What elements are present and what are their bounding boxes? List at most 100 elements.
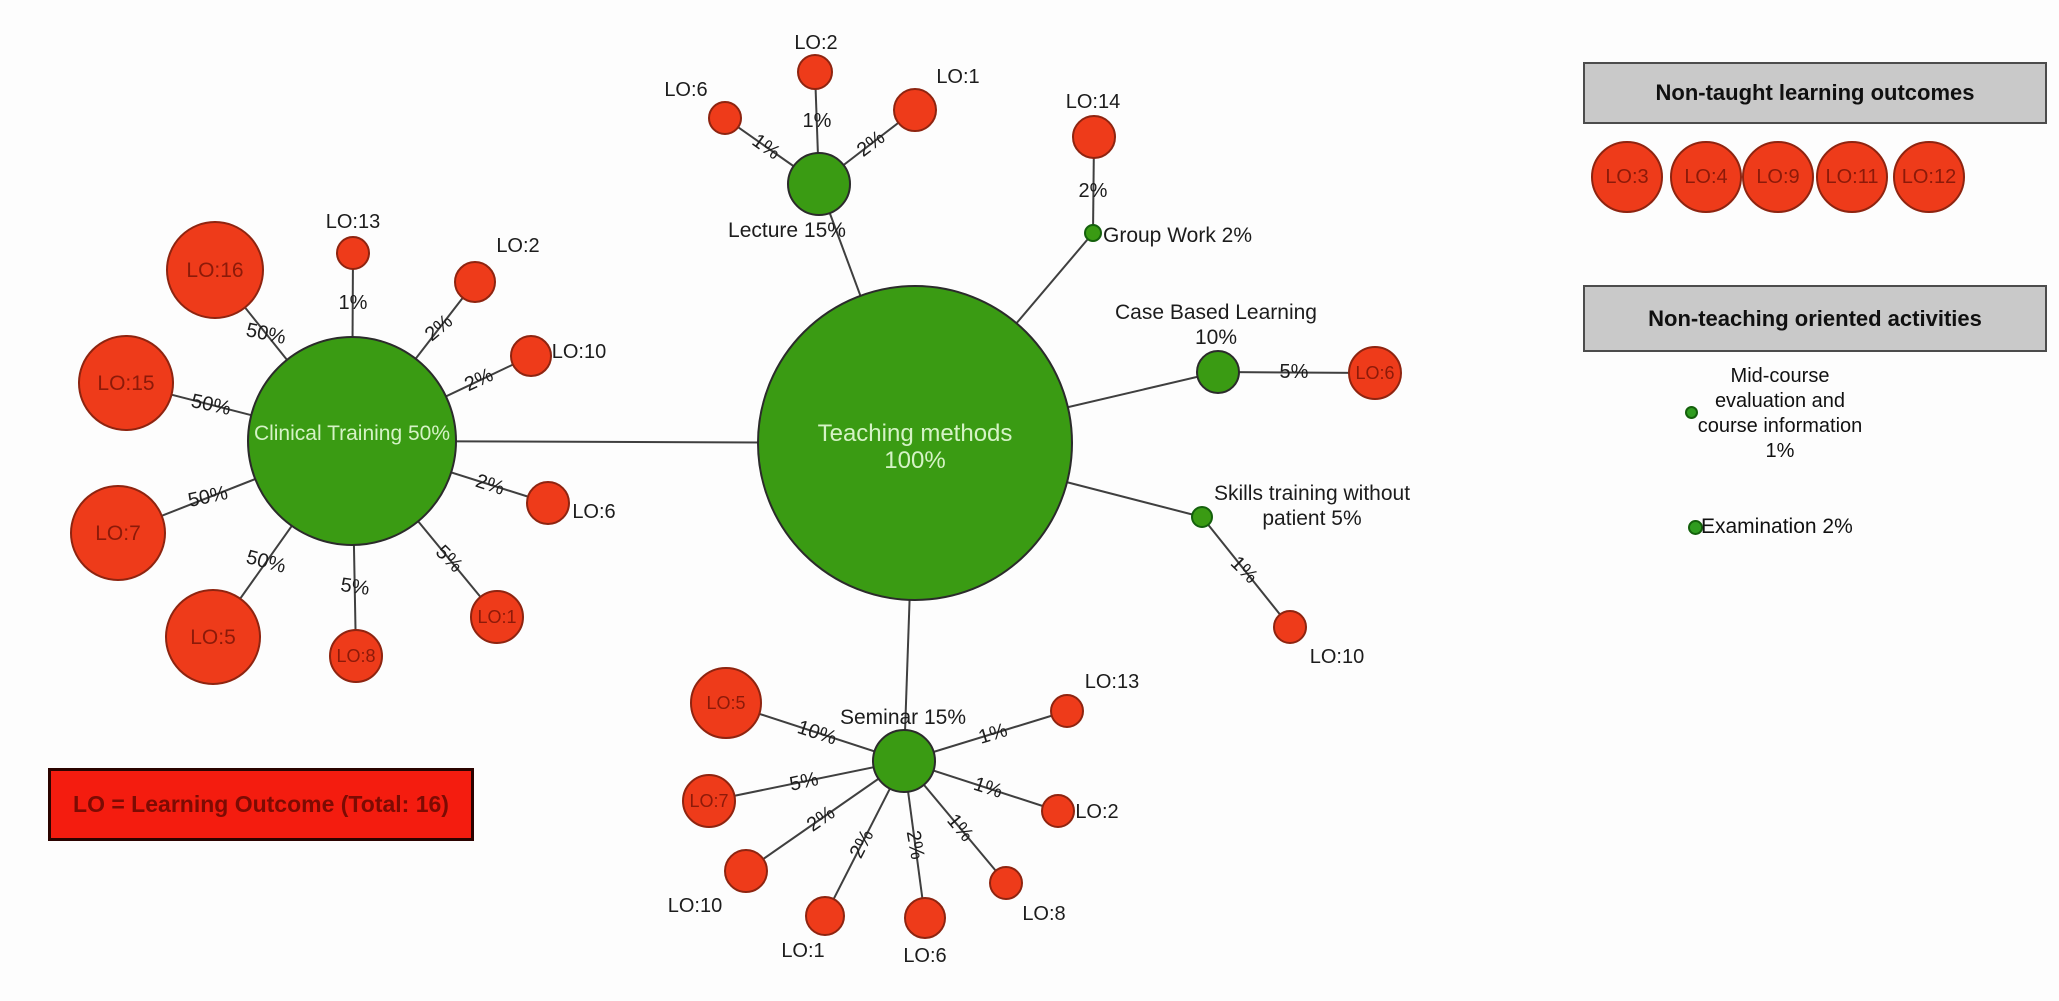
label-lecture-LO:1: LO:1 bbox=[936, 66, 979, 88]
edge-pct-label-case-based-learning-LO:6: 5% bbox=[1280, 361, 1309, 383]
node-group-work-LO:14 bbox=[1072, 115, 1116, 159]
label-seminar-LO:7: LO:7 bbox=[689, 791, 728, 811]
node-seminar-LO:6 bbox=[904, 897, 946, 939]
label-clinical-training-LO:8: LO:8 bbox=[336, 646, 375, 666]
label-clinical-training-LO:13: LO:13 bbox=[326, 211, 380, 233]
label-seminar-LO:6: LO:6 bbox=[903, 945, 946, 967]
node-lecture-LO:6 bbox=[708, 101, 742, 135]
node-seminar-LO:1 bbox=[805, 896, 845, 936]
edge-pct-label-clinical-training-LO:8: 5% bbox=[339, 574, 371, 600]
non-teaching-title: Non-teaching oriented activities bbox=[1648, 305, 1982, 331]
label-clinical-training-LO:2: LO:2 bbox=[496, 235, 539, 257]
mid-course-label: Mid-course evaluation and course informa… bbox=[1697, 365, 1863, 462]
edge-pct-label-seminar-LO:8: 1% bbox=[942, 810, 978, 846]
node-case-based-learning-LO:6 bbox=[1348, 346, 1402, 400]
label-skills-training-LO:10: LO:10 bbox=[1310, 646, 1364, 668]
edge-pct-label-clinical-training-LO:10: 2% bbox=[461, 364, 497, 396]
edge-seminar-LO:10 bbox=[745, 760, 905, 872]
edge-pct-label-seminar-LO:6: 2% bbox=[902, 829, 929, 862]
lo-chip-label: LO:11 bbox=[1825, 165, 1879, 188]
node-seminar-LO:2 bbox=[1041, 794, 1075, 828]
node-seminar-LO:10 bbox=[724, 849, 768, 893]
node-clinical-training-LO:2 bbox=[454, 261, 496, 303]
edge-pct-label-seminar-LO:7: 5% bbox=[788, 768, 821, 796]
label-clinical-training-LO:5: LO:5 bbox=[190, 626, 236, 649]
node-skills-training-LO:10 bbox=[1273, 610, 1307, 644]
node-lecture-LO:1 bbox=[893, 88, 937, 132]
edge-pct-label-seminar-LO:2: 1% bbox=[971, 773, 1005, 803]
label-teaching-methods: Teaching methods 100% bbox=[818, 420, 1013, 474]
label-clinical-training-LO:1: LO:1 bbox=[477, 607, 516, 627]
lo-legend-text: LO = Learning Outcome (Total: 16) bbox=[73, 791, 449, 817]
node-seminar-LO:13 bbox=[1050, 694, 1084, 728]
edge-pct-label-clinical-training-LO:7: 50% bbox=[186, 482, 230, 512]
node-skills-training bbox=[1191, 506, 1213, 528]
label-case-based-learning-LO:6: LO:6 bbox=[1355, 363, 1394, 383]
label-lecture: Lecture 15% bbox=[728, 219, 846, 242]
node-clinical-training bbox=[247, 336, 457, 546]
label-clinical-training-LO:7: LO:7 bbox=[95, 522, 141, 545]
node-clinical-training-LO:7 bbox=[70, 485, 166, 581]
edge-pct-label-lecture-LO:6: 1% bbox=[748, 130, 784, 165]
edge-pct-label-group-work-LO:14: 2% bbox=[1079, 180, 1108, 202]
node-group-work bbox=[1084, 224, 1102, 242]
lo-legend-box: LO = Learning Outcome (Total: 16) bbox=[48, 768, 474, 841]
node-clinical-training-LO:16 bbox=[166, 221, 264, 319]
lo-chip-label: LO:9 bbox=[1756, 165, 1800, 188]
nodes-layer bbox=[70, 54, 1402, 939]
node-case-based-learning bbox=[1196, 350, 1240, 394]
label-clinical-training-LO:6: LO:6 bbox=[572, 501, 615, 523]
edge-pct-label-clinical-training-LO:1: 5% bbox=[431, 541, 467, 577]
label-clinical-training-LO:15: LO:15 bbox=[97, 372, 154, 395]
label-seminar: Seminar 15% bbox=[840, 706, 966, 729]
label-skills-training: Skills training without patient 5% bbox=[1214, 482, 1410, 530]
label-seminar-LO:13: LO:13 bbox=[1085, 671, 1139, 693]
edge-pct-label-seminar-LO:10: 2% bbox=[803, 802, 839, 837]
label-group-work-LO:14: LO:14 bbox=[1066, 91, 1120, 113]
edge-pct-label-clinical-training-LO:13: 1% bbox=[339, 292, 368, 314]
non-taught-title: Non-taught learning outcomes bbox=[1655, 80, 1975, 105]
edge-skills-training-LO:10 bbox=[1201, 516, 1291, 628]
node-lecture bbox=[787, 152, 851, 216]
node-clinical-training-LO:10 bbox=[510, 335, 552, 377]
label-case-based-learning: Case Based Learning 10% bbox=[1115, 301, 1317, 349]
node-seminar-LO:7 bbox=[682, 774, 736, 828]
label-clinical-training-LO:10: LO:10 bbox=[552, 341, 606, 363]
edge-pct-label-seminar-LO:5: 10% bbox=[795, 716, 840, 749]
node-teaching-methods bbox=[757, 285, 1073, 601]
label-seminar-LO:2: LO:2 bbox=[1075, 801, 1118, 823]
lo-chip-label: LO:4 bbox=[1684, 165, 1728, 188]
edge-pct-label-clinical-training-LO:6: 2% bbox=[473, 470, 507, 500]
node-seminar-LO:8 bbox=[989, 866, 1023, 900]
label-seminar-LO:10: LO:10 bbox=[668, 895, 722, 917]
edge-pct-label-seminar-LO:1: 2% bbox=[846, 826, 879, 862]
label-lecture-LO:2: LO:2 bbox=[794, 32, 837, 54]
examination-node-dot bbox=[1688, 520, 1703, 535]
edge-pct-label-skills-training-LO:10: 1% bbox=[1226, 552, 1262, 588]
non-taught-lo-circle: LO:3 bbox=[1591, 141, 1663, 213]
edge-pct-label-lecture-LO:1: 2% bbox=[853, 126, 889, 161]
node-lecture-LO:2 bbox=[797, 54, 833, 90]
edge-pct-label-clinical-training-LO:15: 50% bbox=[189, 390, 233, 420]
lo-chip-label: LO:12 bbox=[1901, 165, 1957, 188]
lo-chip-label: LO:3 bbox=[1605, 165, 1649, 188]
label-seminar-LO:5: LO:5 bbox=[706, 693, 745, 713]
node-clinical-training-LO:8 bbox=[329, 629, 383, 683]
label-lecture-LO:6: LO:6 bbox=[664, 79, 707, 101]
edge-pct-label-clinical-training-LO:16: 50% bbox=[244, 319, 288, 349]
edge-pct-label-clinical-training-LO:5: 50% bbox=[244, 546, 289, 578]
non-taught-header: Non-taught learning outcomes bbox=[1583, 62, 2047, 124]
non-taught-lo-circle: LO:9 bbox=[1742, 141, 1814, 213]
non-taught-lo-circle: LO:4 bbox=[1670, 141, 1742, 213]
node-clinical-training-LO:15 bbox=[78, 335, 174, 431]
label-seminar-LO:8: LO:8 bbox=[1022, 903, 1065, 925]
label-seminar-LO:1: LO:1 bbox=[781, 940, 824, 962]
non-teaching-header: Non-teaching oriented activities bbox=[1583, 285, 2047, 352]
label-clinical-training: Clinical Training 50% bbox=[254, 422, 450, 445]
mid-course-node-dot bbox=[1685, 406, 1698, 419]
non-taught-lo-circle: LO:12 bbox=[1893, 141, 1965, 213]
node-clinical-training-LO:1 bbox=[470, 590, 524, 644]
label-clinical-training-LO:16: LO:16 bbox=[186, 259, 243, 282]
